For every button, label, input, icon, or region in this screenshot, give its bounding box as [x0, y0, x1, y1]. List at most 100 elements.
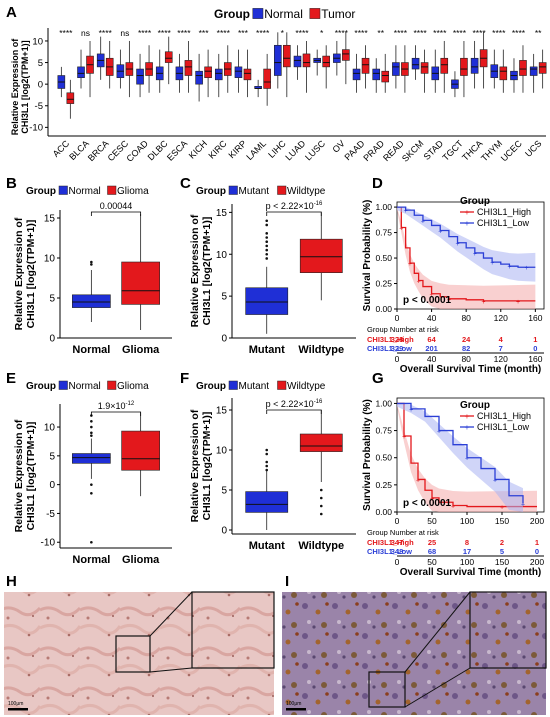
y-axis-label: Survival Probability (%)	[362, 399, 373, 511]
tumor-box	[66, 92, 75, 104]
panel-h-micrograph: 100μm	[4, 591, 275, 715]
x-tick-label: 50	[427, 516, 437, 526]
y-tick-label: -10	[41, 538, 56, 549]
micrograph-i-inset	[469, 591, 547, 669]
significance-label: ****	[335, 28, 349, 38]
legend-label: Normal	[264, 7, 303, 21]
censor-mark: +	[421, 218, 425, 225]
y-tick-label: 10	[216, 446, 228, 457]
outlier-point	[319, 496, 323, 500]
risk-x-tick-label: 50	[427, 557, 437, 567]
normal-box	[274, 44, 282, 76]
outlier-point	[90, 491, 93, 495]
y-axis-label-line: Relative Expression of	[13, 217, 25, 330]
risk-x-tick-label: 200	[530, 557, 544, 567]
x-tick-label: LUSC	[303, 138, 327, 162]
outlier-point	[265, 448, 269, 452]
risk-table-title: Group Number at risk	[367, 528, 439, 537]
micrograph-h-roi-box	[115, 635, 151, 673]
y-tick-label: 0	[38, 79, 43, 90]
risk-count: 25	[428, 538, 436, 547]
outlier-point	[90, 540, 93, 544]
outlier-point	[265, 257, 269, 260]
normal-box	[234, 66, 243, 78]
outlier-point	[265, 232, 269, 235]
censor-mark: +	[402, 434, 406, 441]
risk-x-tick-label: 0	[395, 354, 400, 364]
panel-c-boxplot: Group Mutant Wildtype Relative Expression o…	[189, 185, 356, 356]
risk-count: 68	[428, 547, 436, 556]
y-tick-label: 0.50	[375, 253, 392, 263]
censor-mark: +	[399, 225, 403, 232]
censor-mark: +	[507, 264, 511, 271]
panel-b-boxplot: Group Normal Glioma Relative Expression ofC…	[13, 185, 172, 356]
y-tick-label: 5	[49, 294, 55, 305]
legend-title: Group	[196, 186, 226, 197]
x-tick-label: 160	[528, 313, 542, 323]
y-tick-label: 5	[221, 292, 227, 303]
risk-count: 0	[535, 547, 539, 556]
group-0-box	[245, 287, 289, 315]
y-tick-label: 0.25	[375, 480, 392, 490]
outlier-point	[319, 504, 323, 508]
y-axis-label-line: CHI3L1 [log2(TPM+1)]	[25, 422, 37, 531]
y-axis-label: Survival Probability (%)	[362, 200, 373, 312]
p-value-exponent: -12	[126, 401, 135, 407]
tumor-box	[184, 60, 193, 76]
legend-swatch	[277, 380, 287, 390]
tumor-box	[243, 68, 252, 81]
legend-label: Normal	[69, 381, 101, 392]
legend-label: Tumor	[321, 7, 355, 21]
legend-label: Wildtype	[287, 381, 326, 392]
y-axis-label-line: CHI3L1 [log2(TPM+1)]	[201, 217, 213, 326]
tumor-box	[499, 66, 508, 81]
outlier-point	[90, 263, 93, 266]
p-value-label: p < 0.0001	[403, 295, 452, 306]
x-tick-label: UCS	[523, 138, 544, 159]
x-tick-label: KIRC	[206, 138, 229, 161]
scale-bar-label: 100μm	[286, 701, 301, 707]
x-tick-label: Wildtype	[298, 540, 344, 552]
risk-table-title: Group Number at risk	[367, 325, 439, 334]
significance-label: ****	[512, 28, 526, 38]
p-value-text: p < 2.22×10	[266, 399, 314, 409]
p-value-label: p < 2.22×10-16	[266, 201, 323, 211]
legend-swatch	[252, 8, 264, 19]
risk-count: 24	[462, 335, 471, 344]
micrograph-h-zoom-line	[149, 591, 193, 637]
outlier-point	[265, 248, 269, 252]
legend-label: CHI3L1_High	[477, 207, 531, 217]
y-tick-label: 0.75	[375, 426, 392, 436]
y-tick-label: 15	[216, 406, 228, 417]
p-value-text: 0.00044	[100, 201, 133, 211]
micrograph-h-inset	[191, 591, 275, 669]
y-tick-label: 10	[216, 250, 228, 261]
significance-label: ****	[99, 28, 113, 38]
y-tick-label: 5	[49, 451, 55, 462]
y-axis-label-line: CHI3L1 [log2(TPM+1)]	[25, 220, 37, 329]
normal-box	[77, 66, 85, 78]
outlier-point	[265, 468, 269, 472]
panel-e-boxplot: Group Normal Glioma Relative Expression ofC…	[13, 380, 172, 566]
legend-label: Glioma	[117, 381, 149, 392]
risk-x-tick-label: 150	[495, 557, 509, 567]
group-1-box	[299, 238, 343, 273]
p-value-text: 1.9×10	[98, 401, 126, 411]
outlier-point	[265, 460, 269, 464]
censor-mark: +	[437, 429, 441, 436]
risk-count: 64	[427, 335, 436, 344]
tumor-box	[361, 57, 370, 74]
risk-count: 1	[535, 538, 539, 547]
y-tick-label: 5	[38, 58, 43, 69]
significance-bracket	[90, 211, 142, 216]
p-value-exponent: -16	[314, 201, 323, 207]
significance-label: **	[377, 28, 384, 38]
significance-label: ns	[81, 28, 90, 38]
censor-mark: +	[525, 265, 529, 272]
scale-bar-label: 100μm	[8, 701, 23, 707]
normal-box	[195, 70, 203, 85]
outlier-point	[265, 223, 269, 227]
y-tick-label: 10	[44, 423, 56, 434]
y-axis-label-line: CHI3L1 [log2(TPM+1)]	[201, 412, 213, 521]
